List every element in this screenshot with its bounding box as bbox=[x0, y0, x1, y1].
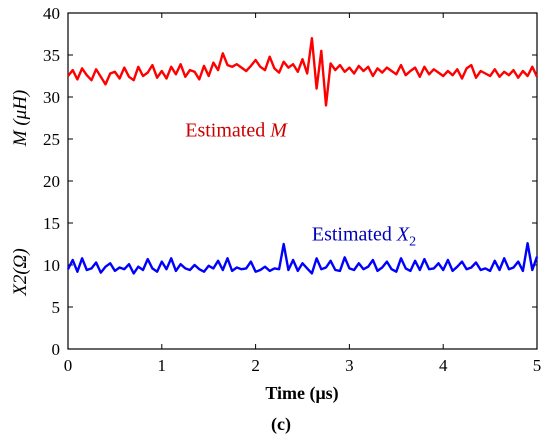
x-axis-title: Time (μs) bbox=[265, 383, 338, 404]
y-axis-title-top-text: M (μH) bbox=[10, 90, 31, 148]
series-annotation-1: Estimated X2 bbox=[312, 224, 416, 250]
y-axis-title-bottom-text: X2(Ω) bbox=[10, 248, 31, 297]
series-line-0 bbox=[67, 37, 539, 107]
series-layer bbox=[66, 37, 539, 275]
x-tick-label: 3 bbox=[345, 356, 354, 375]
annotation-symbol: M bbox=[269, 119, 288, 141]
x-tick-label: 0 bbox=[64, 356, 73, 375]
y-axis-title-top: M (μH) bbox=[10, 90, 31, 148]
y-tick-label: 40 bbox=[43, 4, 60, 23]
y-tick-label: 15 bbox=[43, 214, 60, 233]
annotation-text: Estimated bbox=[185, 119, 270, 141]
y-tick-label: 10 bbox=[43, 256, 60, 275]
annotation-subscript: 2 bbox=[409, 235, 416, 250]
x-tick-label: 4 bbox=[439, 356, 448, 375]
y-axis-title-bottom: X2(Ω) bbox=[10, 248, 31, 297]
series-annotation-0: Estimated M bbox=[185, 119, 288, 141]
x-tick-label: 1 bbox=[158, 356, 167, 375]
series-line-1 bbox=[66, 241, 539, 275]
figure-caption: (c) bbox=[271, 414, 291, 435]
y-tick-label: 30 bbox=[43, 88, 60, 107]
y-tick-label: 20 bbox=[43, 172, 60, 191]
x-tick-label: 2 bbox=[251, 356, 260, 375]
y-tick-label: 0 bbox=[52, 340, 61, 359]
annotation-text: Estimated bbox=[312, 224, 397, 246]
y-tick-label: 35 bbox=[43, 46, 60, 65]
ticks: 0 1 2 3 4 5 0 5 10 15 20 25 30 35 40 bbox=[43, 4, 541, 375]
plot-area bbox=[67, 12, 538, 350]
y-tick-label: 5 bbox=[52, 298, 61, 317]
x-tick-label: 5 bbox=[533, 356, 542, 375]
annotation-symbol: X bbox=[396, 224, 410, 246]
y-tick-label: 25 bbox=[43, 130, 60, 149]
